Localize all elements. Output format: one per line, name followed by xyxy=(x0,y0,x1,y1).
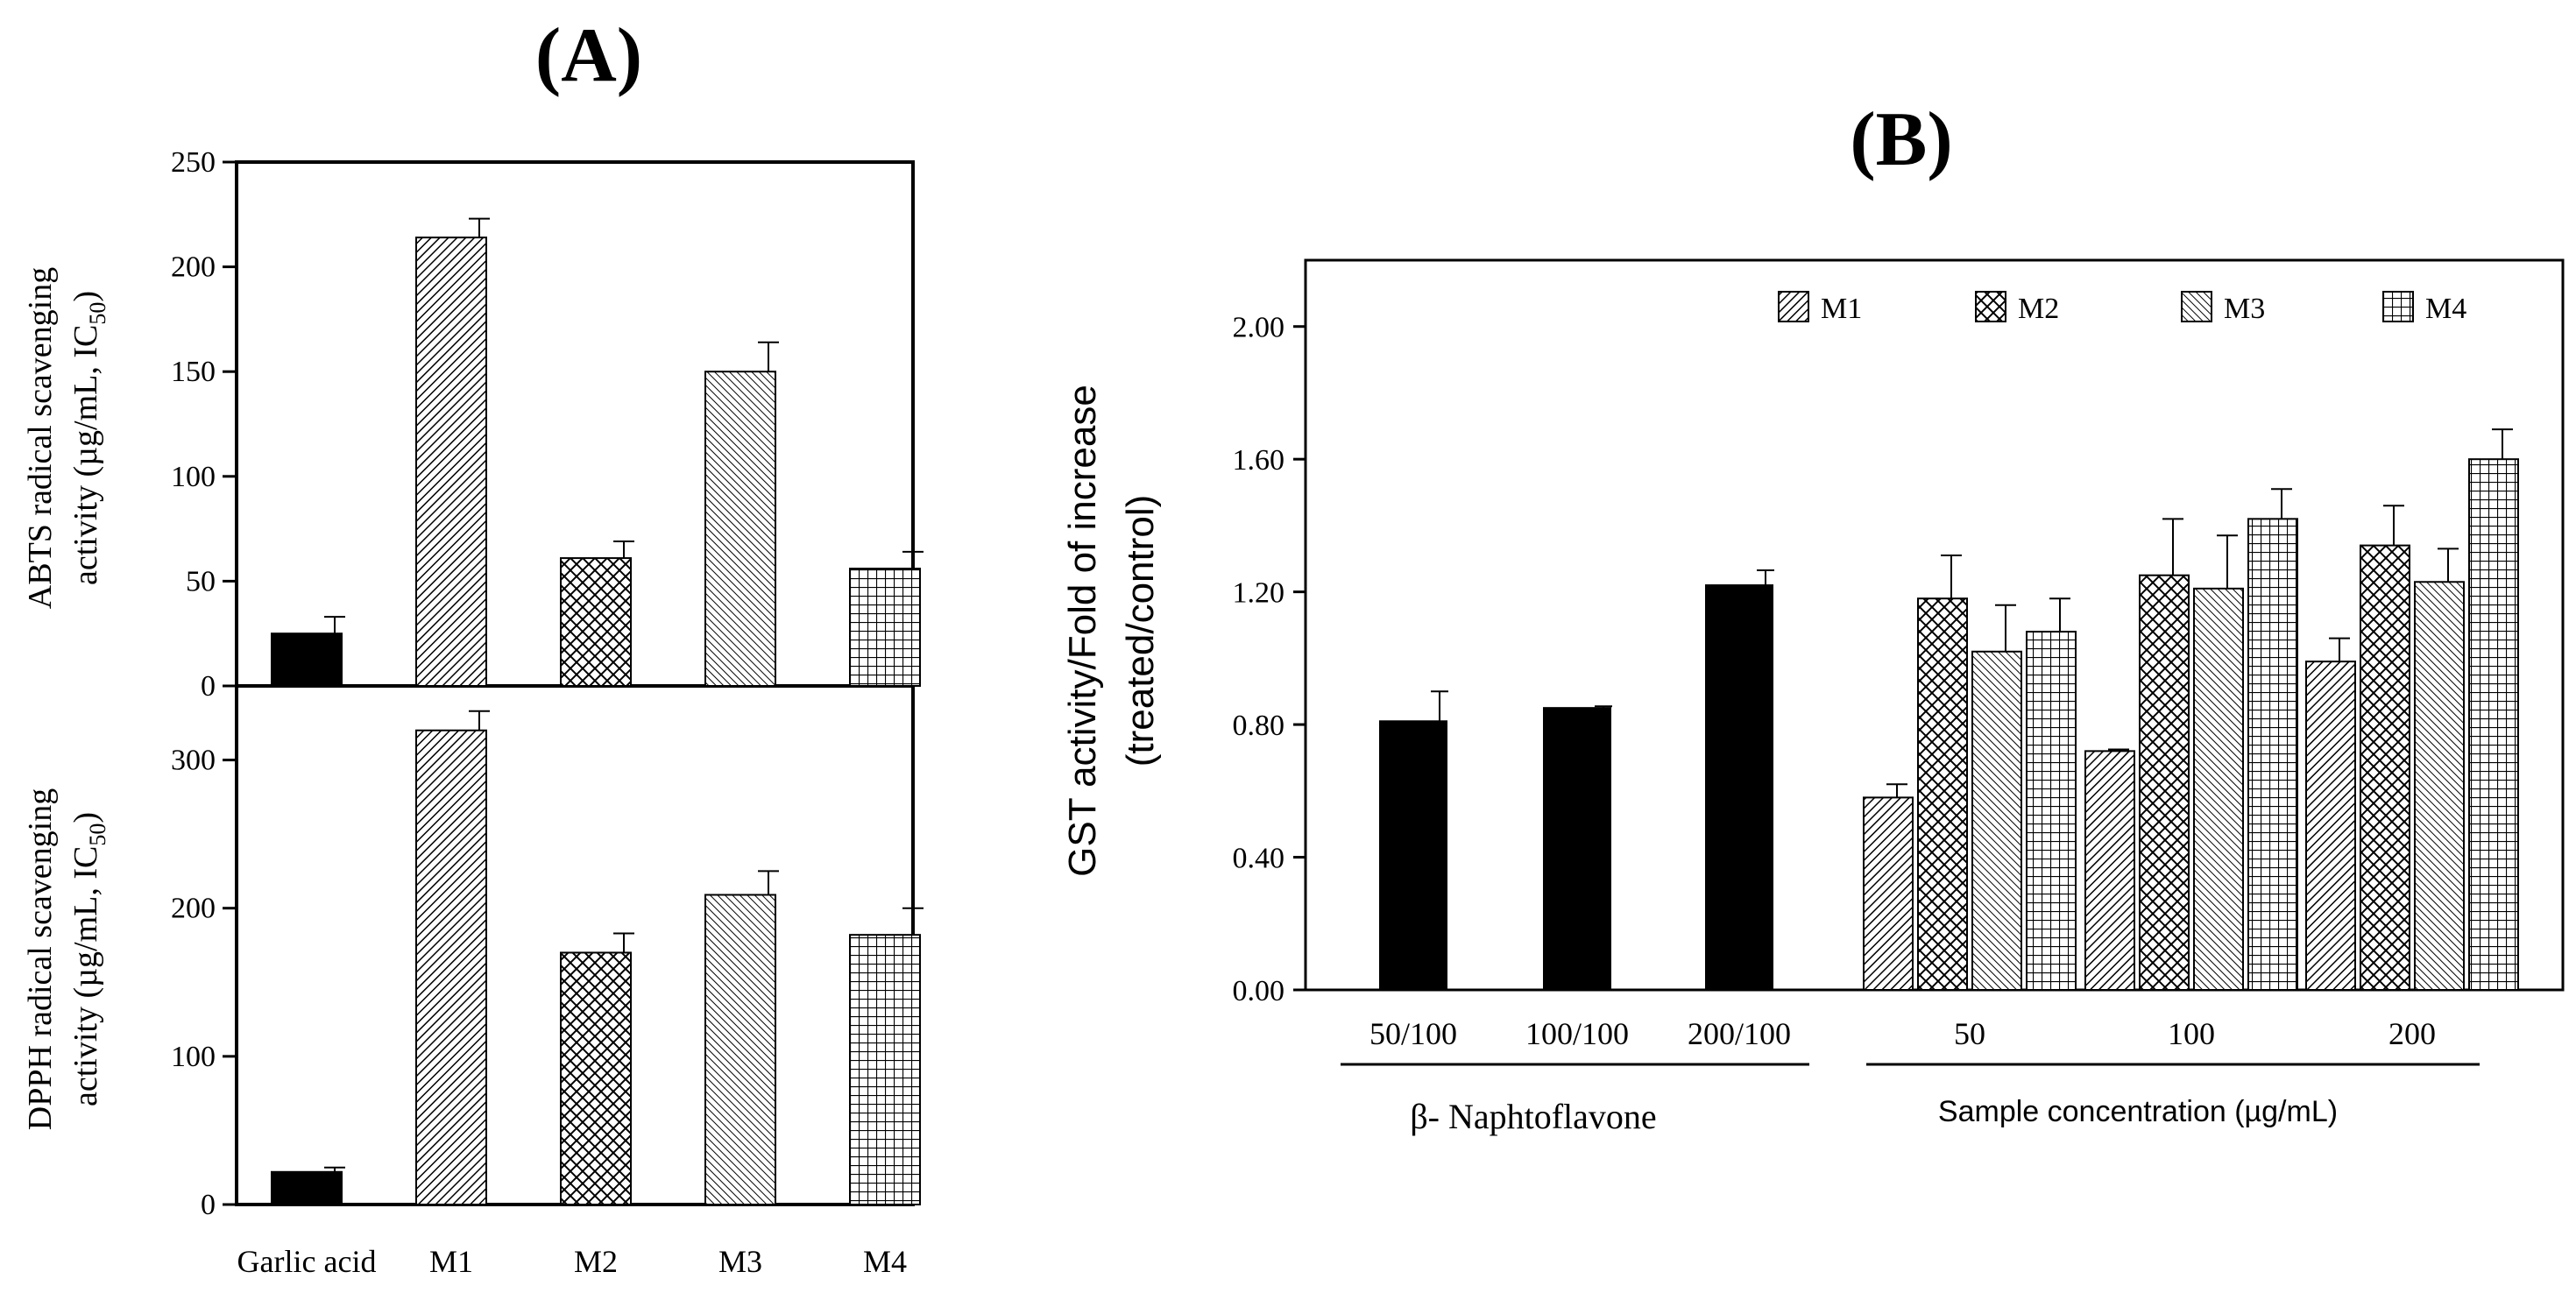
bar-m4 xyxy=(2026,631,2077,992)
legend-swatch-m3 xyxy=(2181,291,2212,322)
bar-m3 xyxy=(704,894,776,1206)
xtick-label: 50/100 xyxy=(1369,1016,1457,1051)
ytick-label: 200 xyxy=(171,251,216,284)
ytick-label: 100 xyxy=(171,1041,216,1073)
bar-m2 xyxy=(560,557,632,688)
abts-ylabel-2: activity (µg/mL, IC50) xyxy=(67,291,110,585)
ytick-label: 2.00 xyxy=(1233,312,1285,344)
abts-ylabel: ABTS radical scavenging xyxy=(22,267,59,609)
xtick-label: 200/100 xyxy=(1688,1016,1791,1051)
bar-m3 xyxy=(2414,581,2465,991)
group-label-sample-concentration: Sample concentration (µg/mL) xyxy=(1938,1095,2338,1128)
ytick-label: 0.80 xyxy=(1233,710,1285,742)
xtick-label: M4 xyxy=(863,1244,907,1279)
bar-m2 xyxy=(560,951,632,1205)
bar-m3 xyxy=(2193,587,2244,991)
bar-m4 xyxy=(849,934,921,1206)
bar-naphtoflavone xyxy=(1543,707,1611,992)
ytick-label: 0.00 xyxy=(1233,975,1285,1007)
bar-m4 xyxy=(2468,458,2519,991)
ytick-label: 0 xyxy=(201,670,216,703)
xtick-label: M2 xyxy=(574,1244,618,1279)
bar-garlic-acid xyxy=(271,632,343,688)
dpph-ylabel-2: activity (µg/mL, IC50) xyxy=(67,812,110,1106)
bar-m1 xyxy=(415,237,487,687)
ytick-label: 100 xyxy=(171,461,216,493)
gst-ylabel: GST activity/Fold of increase xyxy=(1061,385,1104,877)
ytick-label: 150 xyxy=(171,356,216,388)
gst-chart: 0.00 0.40 0.80 1.20 1.60 2.00 50/100 100/100 200… xyxy=(1233,291,2519,1051)
xtick-label: M1 xyxy=(429,1244,473,1279)
bar-m2 xyxy=(1917,597,1968,992)
bar-naphtoflavone xyxy=(1379,720,1447,992)
legend-swatch-m1 xyxy=(1778,291,1809,322)
bar-m1 xyxy=(1863,796,1914,992)
bar-m4 xyxy=(2247,518,2298,991)
gst-ylabel-2: (treated/control) xyxy=(1119,495,1162,767)
bar-m4 xyxy=(849,568,921,687)
bar-m1 xyxy=(415,729,487,1205)
bar-m2 xyxy=(2360,544,2410,991)
ytick-label: 1.60 xyxy=(1233,444,1285,477)
ytick-label: 50 xyxy=(186,565,216,597)
panel-b-label: (B) xyxy=(1850,97,1952,182)
legend-swatch-m2 xyxy=(1975,291,2006,322)
ytick-label: 200 xyxy=(171,893,216,925)
panel-a-label: (A) xyxy=(535,13,642,98)
dpph-chart: 0 100 200 300 Garlic acid M1 M2 M3 M4 xyxy=(171,710,924,1279)
abts-chart: 0 50 100 150 200 250 xyxy=(171,146,924,703)
bar-m3 xyxy=(1971,650,2022,991)
dpph-ylabel: DPPH radical scavenging xyxy=(22,788,59,1130)
panel-b: (B) 0.00 0.40 0.80 1.20 1.60 2.00 50/100 100/10… xyxy=(1061,97,2565,1136)
legend-label: M3 xyxy=(2224,293,2265,325)
bar-m1 xyxy=(2305,661,2356,992)
xtick-label: M3 xyxy=(718,1244,762,1279)
xtick-label: 50 xyxy=(1954,1016,1985,1051)
ytick-label: 0 xyxy=(201,1189,216,1221)
xtick-label: Garlic acid xyxy=(237,1244,377,1279)
bar-m3 xyxy=(704,371,776,687)
ytick-label: 1.20 xyxy=(1233,577,1285,610)
bar-naphtoflavone xyxy=(1705,584,1773,992)
xtick-label: 200 xyxy=(2388,1016,2436,1051)
xtick-label: 100 xyxy=(2168,1016,2215,1051)
bar-m1 xyxy=(2084,750,2135,992)
legend-label: M2 xyxy=(2018,293,2059,325)
group-label-naphtoflavone: β- Naphtoflavone xyxy=(1410,1097,1656,1136)
xtick-label: 100/100 xyxy=(1525,1016,1629,1051)
legend-label: M1 xyxy=(1821,293,1862,325)
panel-a: (A) 0 50 100 150 200 250 0 100 200 300 Garlic aci… xyxy=(22,13,924,1279)
ytick-label: 0.40 xyxy=(1233,843,1285,875)
legend-label: M4 xyxy=(2425,293,2466,325)
legend-swatch-m4 xyxy=(2382,291,2414,322)
ytick-label: 250 xyxy=(171,146,216,179)
bar-m2 xyxy=(2139,574,2190,991)
bar-garlic-acid xyxy=(271,1170,343,1206)
ytick-label: 300 xyxy=(171,745,216,777)
